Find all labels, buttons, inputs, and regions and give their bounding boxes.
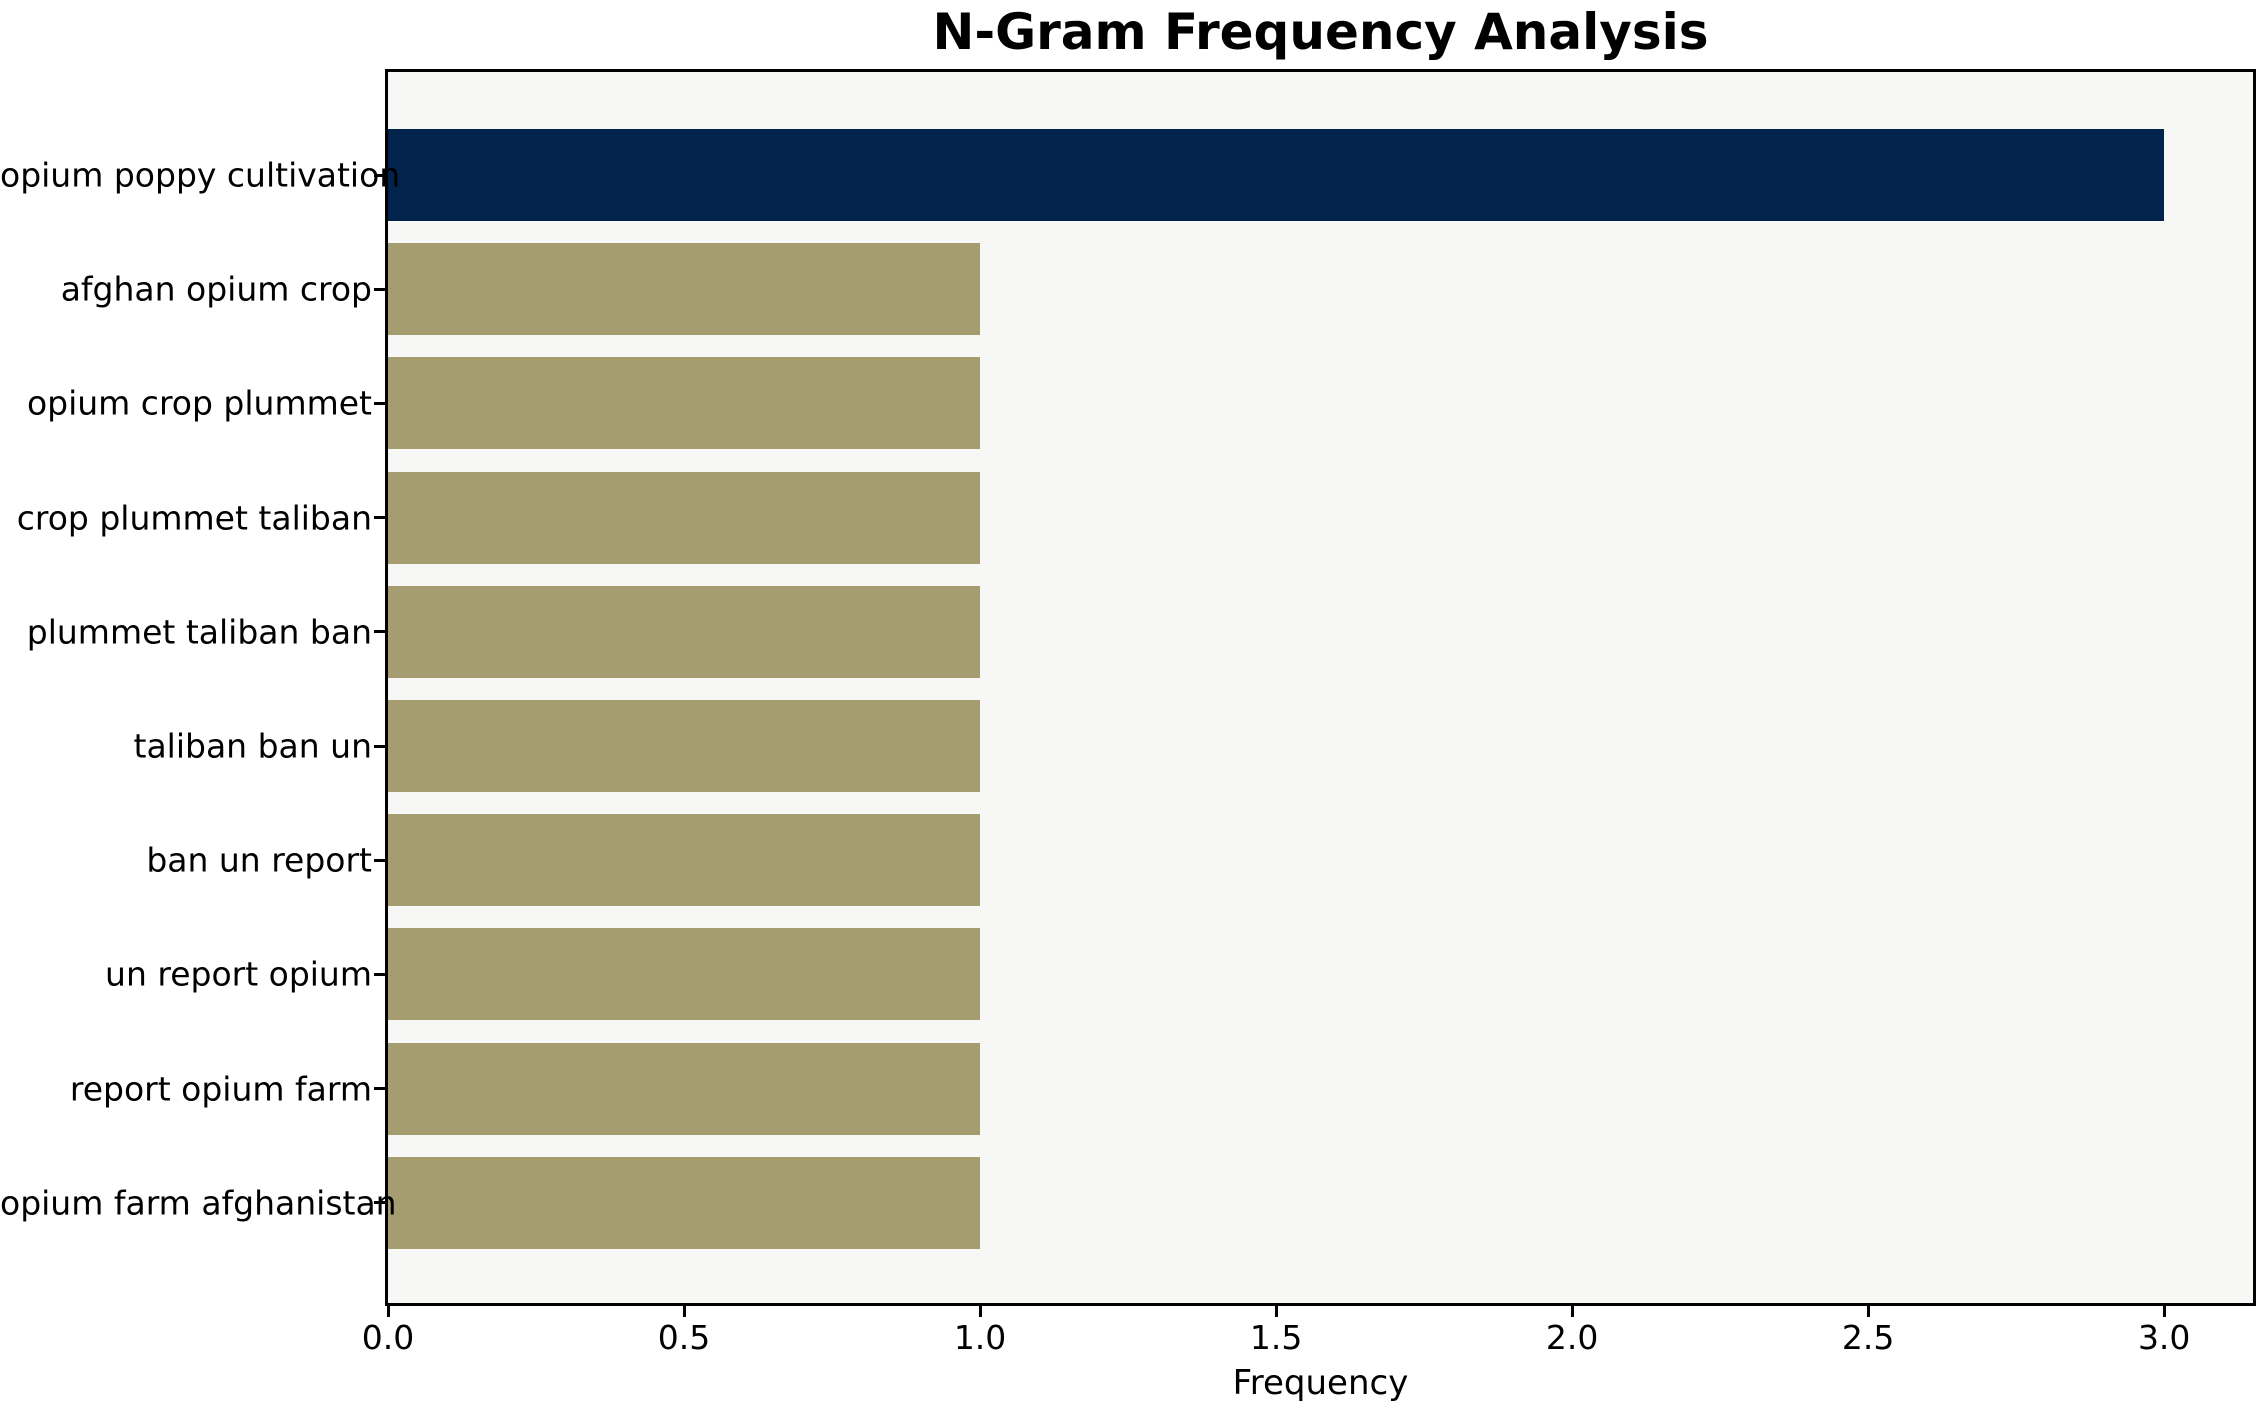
bar-4 [388,585,981,678]
y-axis-tick [374,1201,385,1205]
x-axis-tick [1274,1306,1278,1317]
y-axis-tick [374,630,385,634]
y-axis-label: opium poppy cultivation [0,155,401,195]
bar-0 [388,129,2165,221]
y-axis-label: plummet taliban ban [26,612,372,652]
x-axis-tick [978,1306,982,1317]
x-axis-tick-label: 3.0 [2137,1318,2191,1357]
x-axis-tick [2162,1306,2166,1317]
y-axis-label: opium crop plummet [26,383,372,423]
x-axis-title: Frequency [1232,1363,1409,1403]
bar-9 [388,1156,981,1249]
y-axis-label: crop plummet taliban [16,498,372,538]
y-axis-label: afghan opium crop [60,269,372,309]
y-axis-label: taliban ban un [133,726,372,766]
bar-3 [388,471,981,564]
x-axis-tick [386,1306,390,1317]
bar-2 [388,357,981,450]
y-axis-tick [374,858,385,862]
x-axis-tick-label: 0.5 [657,1318,711,1357]
x-axis-tick-label: 1.5 [1249,1318,1303,1357]
x-axis-tick-label: 2.0 [1545,1318,1599,1357]
y-axis-label: opium farm afghanistan [0,1183,397,1223]
plot-area [385,69,2256,1306]
x-axis-tick-label: 0.0 [361,1318,415,1357]
y-axis-label: un report opium [105,954,372,994]
y-axis-label: ban un report [146,840,372,880]
x-axis-tick [1866,1306,1870,1317]
y-axis-tick [374,516,385,520]
bar-1 [388,243,981,336]
y-axis-tick [374,401,385,405]
x-axis-tick [682,1306,686,1317]
bar-5 [388,700,981,792]
y-axis-label: report opium farm [69,1069,372,1109]
x-axis-tick-label: 2.5 [1841,1318,1895,1357]
y-axis-tick [374,173,385,177]
bar-8 [388,1042,981,1135]
bar-6 [388,814,981,907]
x-axis-tick [1570,1306,1574,1317]
y-axis-tick [374,744,385,748]
bar-7 [388,928,981,1021]
y-axis-tick [374,287,385,291]
y-axis-tick [374,1087,385,1091]
x-axis-tick-label: 1.0 [953,1318,1007,1357]
y-axis-tick [374,972,385,976]
chart-title: N-Gram Frequency Analysis [932,3,1709,61]
